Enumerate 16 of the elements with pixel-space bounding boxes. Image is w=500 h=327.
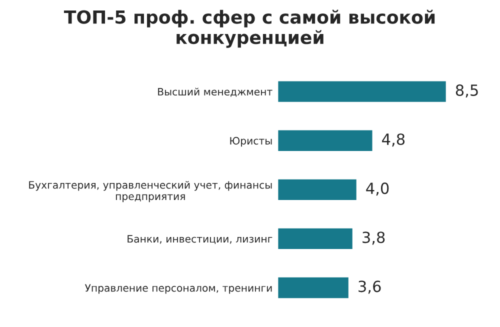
data-label: 3,6 — [358, 280, 381, 294]
y-tick-label: Управление персоналом, тренинги — [84, 284, 272, 294]
bar — [278, 276, 350, 300]
y-tick-label: Юристы — [230, 136, 272, 147]
data-label: 8,5 — [456, 84, 478, 98]
bar — [278, 80, 448, 104]
y-tick-label: Бухгалтерия, управленческий учет, финансы предприятия — [29, 180, 272, 202]
y-tick-label: Банки, инвестиции, лизинг — [128, 235, 272, 244]
data-label: 4,0 — [366, 182, 389, 196]
data-label: 3,8 — [362, 232, 385, 245]
bar — [278, 226, 354, 250]
bar — [278, 178, 358, 202]
chart-title: ТОП-5 проф. сфер с самой высокой конкуренцией — [64, 10, 435, 48]
y-tick-label: Высший менеджмент — [158, 88, 272, 97]
bar — [278, 128, 374, 152]
data-label: 4,8 — [382, 133, 405, 147]
